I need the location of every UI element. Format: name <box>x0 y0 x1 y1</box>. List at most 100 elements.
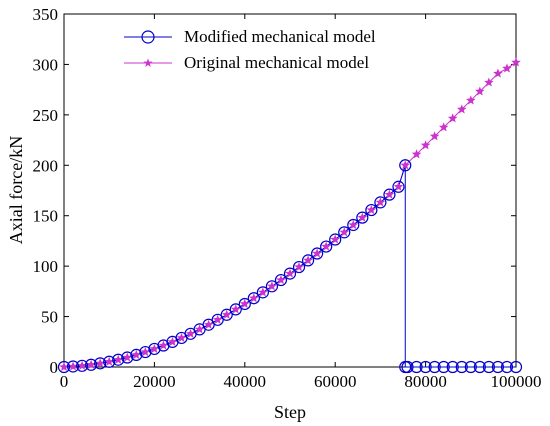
legend-marker-original: ★ <box>143 56 154 70</box>
data-point-modified <box>292 260 306 274</box>
data-point-original <box>447 113 458 123</box>
data-point-original <box>285 268 295 278</box>
data-point-original <box>348 219 359 230</box>
x-tick-label: 40000 <box>224 372 267 391</box>
data-point-original <box>366 205 377 215</box>
data-point-original <box>400 160 411 170</box>
data-point-modified <box>455 360 468 374</box>
data-point-original <box>393 181 404 191</box>
data-point-original <box>466 95 476 105</box>
data-point-original <box>140 347 151 357</box>
data-point-original <box>240 298 250 309</box>
data-point-modified <box>446 360 459 374</box>
data-point-modified <box>410 360 423 374</box>
data-point-modified <box>265 280 279 293</box>
data-point-modified <box>338 226 351 239</box>
data-point-modified <box>66 360 80 373</box>
y-tick-label: 100 <box>33 257 59 276</box>
data-point-modified <box>57 360 71 374</box>
data-point-modified <box>139 345 152 359</box>
data-point-modified <box>311 247 324 260</box>
x-tick-label: 100000 <box>491 372 542 391</box>
data-point-modified <box>229 303 242 316</box>
data-point-modified <box>392 180 405 193</box>
data-point-original <box>375 197 386 207</box>
legend-label-modified: Modified mechanical model <box>184 27 376 46</box>
data-point-original <box>357 212 368 222</box>
data-point-modified <box>428 360 441 374</box>
data-point-original <box>457 104 467 114</box>
data-point-original <box>429 131 440 141</box>
data-point-modified <box>247 292 260 305</box>
series-markers <box>57 57 523 374</box>
data-point-original <box>131 349 142 359</box>
data-point-modified <box>437 360 450 374</box>
y-tick-label: 0 <box>50 358 59 377</box>
data-point-original <box>203 319 214 329</box>
data-point-modified <box>383 188 396 201</box>
series-lines <box>63 61 517 368</box>
data-point-original <box>185 328 196 338</box>
x-tick-label: 80000 <box>404 372 447 391</box>
data-point-original <box>149 343 160 353</box>
data-point-original <box>475 86 485 96</box>
data-point-original <box>258 287 268 297</box>
data-point-original <box>77 360 87 370</box>
data-point-modified <box>121 351 134 364</box>
data-point-modified <box>112 353 125 366</box>
data-point-modified <box>356 211 369 224</box>
data-point-modified <box>283 267 297 280</box>
y-axis-title: Axial force/kN <box>6 136 26 244</box>
x-tick-label: 0 <box>60 372 69 391</box>
data-point-modified <box>320 240 333 253</box>
data-point-modified <box>401 360 414 374</box>
data-point-original <box>158 340 169 350</box>
data-point-modified <box>482 360 495 374</box>
plot-area <box>63 13 517 368</box>
data-point-modified <box>329 233 342 246</box>
x-axis: 0 20000 40000 60000 80000 100000 <box>60 14 542 391</box>
data-point-modified <box>473 360 486 374</box>
legend-item-modified: Modified mechanical model <box>124 27 376 46</box>
plot-frame <box>63 13 517 368</box>
data-point-original <box>231 304 241 314</box>
data-point-original <box>493 68 503 78</box>
y-tick-label: 350 <box>33 5 59 24</box>
data-point-original <box>267 281 277 291</box>
legend-marker-modified <box>141 30 155 44</box>
data-point-modified <box>130 348 143 361</box>
data-point-modified <box>94 357 107 370</box>
y-tick-label: 200 <box>33 156 59 175</box>
data-point-original <box>68 361 78 371</box>
data-point-original <box>339 227 349 237</box>
legend: Modified mechanical model ★ Original mec… <box>124 27 376 72</box>
legend-label-original: Original mechanical model <box>184 53 369 72</box>
y-tick-label: 50 <box>41 308 58 327</box>
series-line-original <box>63 61 517 368</box>
data-point-original <box>511 57 521 67</box>
y-tick-label: 300 <box>33 55 59 74</box>
data-point-original <box>212 314 223 324</box>
data-point-original <box>484 77 494 87</box>
data-point-modified <box>301 254 315 267</box>
data-point-modified <box>419 360 432 374</box>
data-point-original <box>384 189 395 199</box>
data-point-original <box>276 275 286 285</box>
data-point-original <box>502 63 512 73</box>
x-tick-label: 60000 <box>314 372 357 391</box>
data-point-modified <box>238 297 251 311</box>
data-point-modified <box>509 360 523 374</box>
data-point-original <box>330 234 340 244</box>
data-point-modified <box>103 355 116 368</box>
data-point-modified <box>256 286 269 299</box>
data-point-original <box>420 140 431 150</box>
data-point-original <box>59 362 69 372</box>
data-point-original <box>194 324 205 334</box>
data-point-original <box>312 248 322 258</box>
x-axis-title: Step <box>274 402 306 422</box>
data-point-modified <box>274 273 288 287</box>
data-point-modified <box>365 203 378 217</box>
data-point-modified <box>85 358 98 371</box>
data-point-modified <box>374 196 387 209</box>
